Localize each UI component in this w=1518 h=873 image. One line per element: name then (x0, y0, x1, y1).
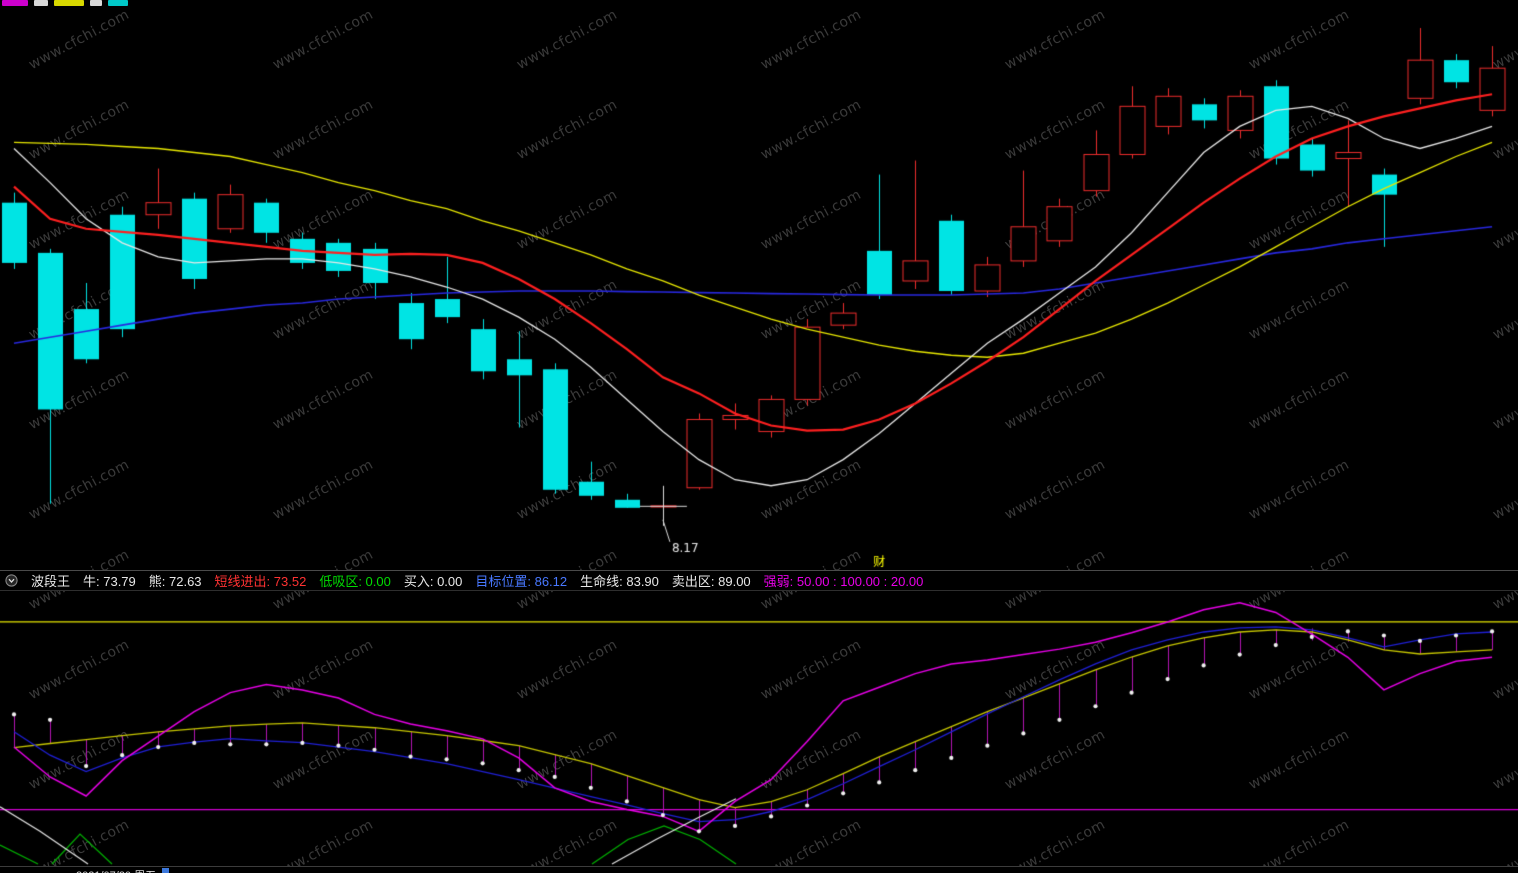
clipped-top-text (2, 0, 128, 7)
indicator-field: 目标位置: 86.12 (475, 574, 568, 589)
indicator-chart[interactable] (0, 592, 1518, 866)
indicator-field: 熊: 72.63 (148, 574, 202, 589)
status-date-label: 2021/07/30 周五 (76, 867, 156, 873)
indicator-header: 波段王 牛: 73.79 熊: 72.63 短线进出: 73.52 低吸区: 0.00… (0, 570, 1518, 591)
indicator-name[interactable]: 波段王 (31, 574, 71, 589)
indicator-field: 低吸区: 0.00 (319, 574, 391, 589)
indicator-field: 强弱: 50.00 : 100.00 : 20.00 (763, 574, 924, 589)
indicator-field: 卖出区: 89.00 (671, 574, 751, 589)
collapse-arrow-icon[interactable] (5, 574, 18, 587)
indicator-values: 牛: 73.79 熊: 72.63 短线进出: 73.52 低吸区: 0.00 买入: … (83, 571, 923, 590)
indicator-field: 牛: 73.79 (83, 574, 136, 589)
indicator-field: 生命线: 83.90 (580, 574, 659, 589)
status-bar: 2021/07/30 周五 (0, 866, 1518, 873)
indicator-field: 短线进出: 73.52 (214, 574, 307, 589)
indicator-field: 买入: 0.00 (403, 574, 463, 589)
chevron-down-icon (5, 574, 18, 587)
main-candlestick-chart[interactable] (0, 0, 1518, 570)
clipped-status-icon (162, 868, 169, 873)
